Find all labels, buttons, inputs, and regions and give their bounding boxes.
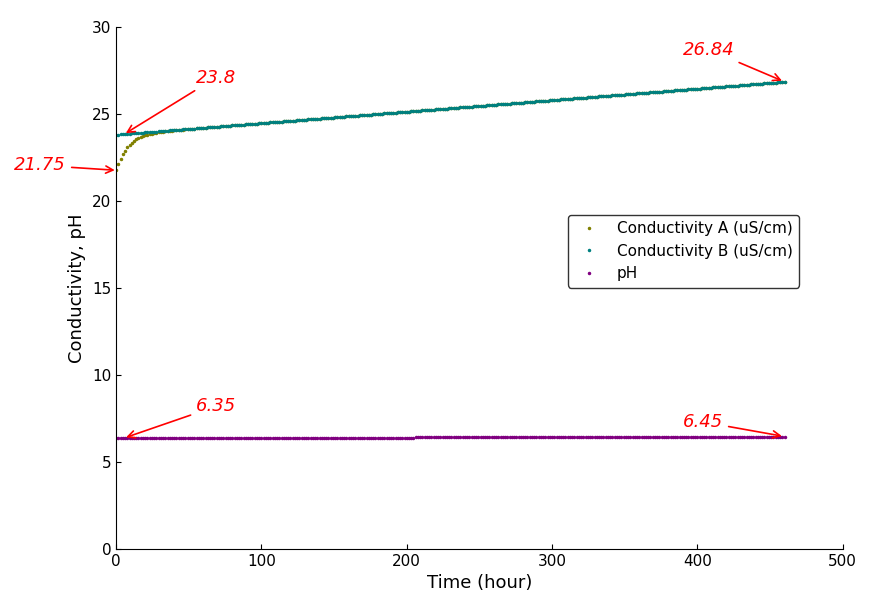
X-axis label: Time (hour): Time (hour) [426, 574, 531, 592]
Y-axis label: Conductivity, pH: Conductivity, pH [68, 213, 86, 362]
Conductivity A (uS/cm) [506, 100, 517, 107]
Text: 26.84: 26.84 [682, 40, 780, 80]
Line: pH: pH [114, 435, 786, 440]
Conductivity A (uS/cm) [111, 167, 121, 174]
pH [716, 433, 726, 440]
Text: 23.8: 23.8 [127, 69, 236, 132]
Text: 21.75: 21.75 [14, 156, 113, 174]
Conductivity B (uS/cm) [716, 83, 726, 91]
Conductivity A (uS/cm) [113, 160, 124, 167]
Line: Conductivity B (uS/cm): Conductivity B (uS/cm) [114, 80, 786, 137]
Conductivity B (uS/cm) [674, 86, 684, 94]
pH [519, 433, 530, 441]
pH [779, 433, 789, 440]
pH [508, 433, 518, 441]
Conductivity A (uS/cm) [519, 99, 530, 106]
pH [506, 433, 517, 441]
pH [674, 433, 684, 441]
pH [111, 435, 121, 442]
Conductivity B (uS/cm) [779, 78, 789, 85]
Conductivity A (uS/cm) [779, 78, 789, 85]
Conductivity B (uS/cm) [111, 131, 121, 139]
Conductivity A (uS/cm) [716, 83, 726, 91]
Conductivity B (uS/cm) [519, 99, 530, 106]
Legend: Conductivity A (uS/cm), Conductivity B (uS/cm), pH: Conductivity A (uS/cm), Conductivity B (… [567, 215, 798, 287]
Conductivity B (uS/cm) [113, 131, 124, 138]
Conductivity B (uS/cm) [506, 100, 517, 107]
Conductivity A (uS/cm) [508, 99, 518, 107]
Conductivity A (uS/cm) [674, 86, 684, 94]
Line: Conductivity A (uS/cm): Conductivity A (uS/cm) [114, 80, 786, 172]
Text: 6.35: 6.35 [127, 397, 236, 438]
Text: 6.45: 6.45 [682, 413, 779, 438]
pH [113, 435, 124, 442]
Conductivity B (uS/cm) [508, 99, 518, 107]
